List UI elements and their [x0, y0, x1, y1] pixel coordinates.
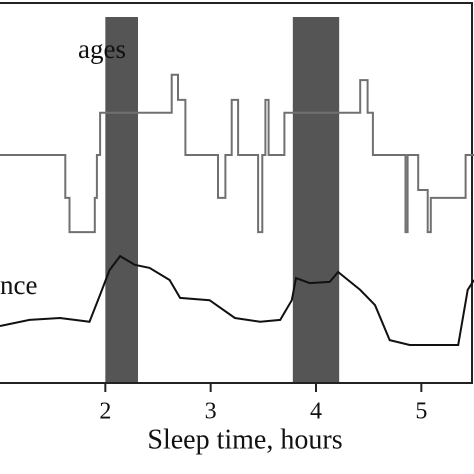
line-series: [0, 254, 474, 346]
x-tick-label: 2: [99, 399, 111, 425]
annotation: nce: [0, 270, 37, 300]
shaded-region: [105, 17, 138, 383]
plot-frame: [0, 2, 473, 384]
x-tick-label: 3: [205, 399, 217, 425]
shaded-region: [292, 17, 340, 383]
x-tick-label: 4: [310, 399, 322, 425]
x-axis-label: Sleep time, hours: [147, 424, 342, 455]
annotation: ages: [78, 34, 126, 64]
line-series: [0, 73, 474, 234]
x-tick-label: 5: [415, 399, 427, 425]
